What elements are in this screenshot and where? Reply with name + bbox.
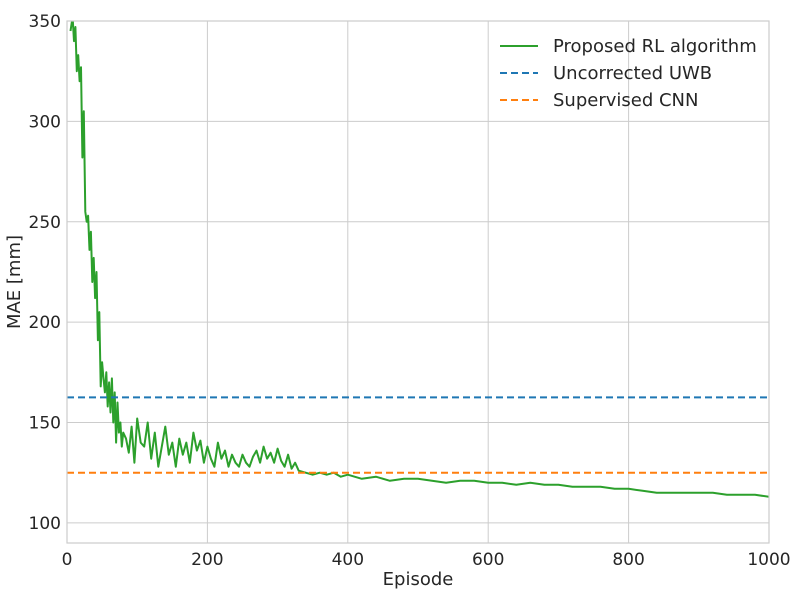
x-tick-label: 800 — [612, 550, 644, 570]
x-tick-label: 400 — [332, 550, 364, 570]
x-tick-label: 600 — [472, 550, 504, 570]
plot-area — [67, 21, 769, 498]
y-tick-label: 150 — [29, 414, 61, 434]
y-tick-label: 100 — [29, 514, 61, 534]
legend-label-cnn: Supervised CNN — [553, 90, 699, 111]
y-tick-label: 350 — [29, 12, 61, 32]
x-tick-label: 0 — [62, 550, 73, 570]
y-axis-label: MAE [mm] — [4, 235, 25, 329]
x-tick-label: 200 — [191, 550, 223, 570]
x-tick-label: 1000 — [747, 550, 790, 570]
legend-label-uwb: Uncorrected UWB — [553, 63, 712, 84]
legend: Proposed RL algorithm Uncorrected UWB Su… — [500, 36, 757, 111]
y-axis-ticks: 100 150 200 250 300 350 — [29, 12, 61, 534]
y-tick-label: 250 — [29, 213, 61, 233]
series-line-rl — [69, 21, 769, 498]
x-axis-ticks: 0 200 400 600 800 1000 — [62, 550, 791, 570]
y-tick-label: 200 — [29, 313, 61, 333]
x-axis-label: Episode — [383, 569, 454, 590]
y-tick-label: 300 — [29, 112, 61, 132]
plot-frame — [66, 20, 770, 544]
legend-label-rl: Proposed RL algorithm — [553, 36, 757, 57]
